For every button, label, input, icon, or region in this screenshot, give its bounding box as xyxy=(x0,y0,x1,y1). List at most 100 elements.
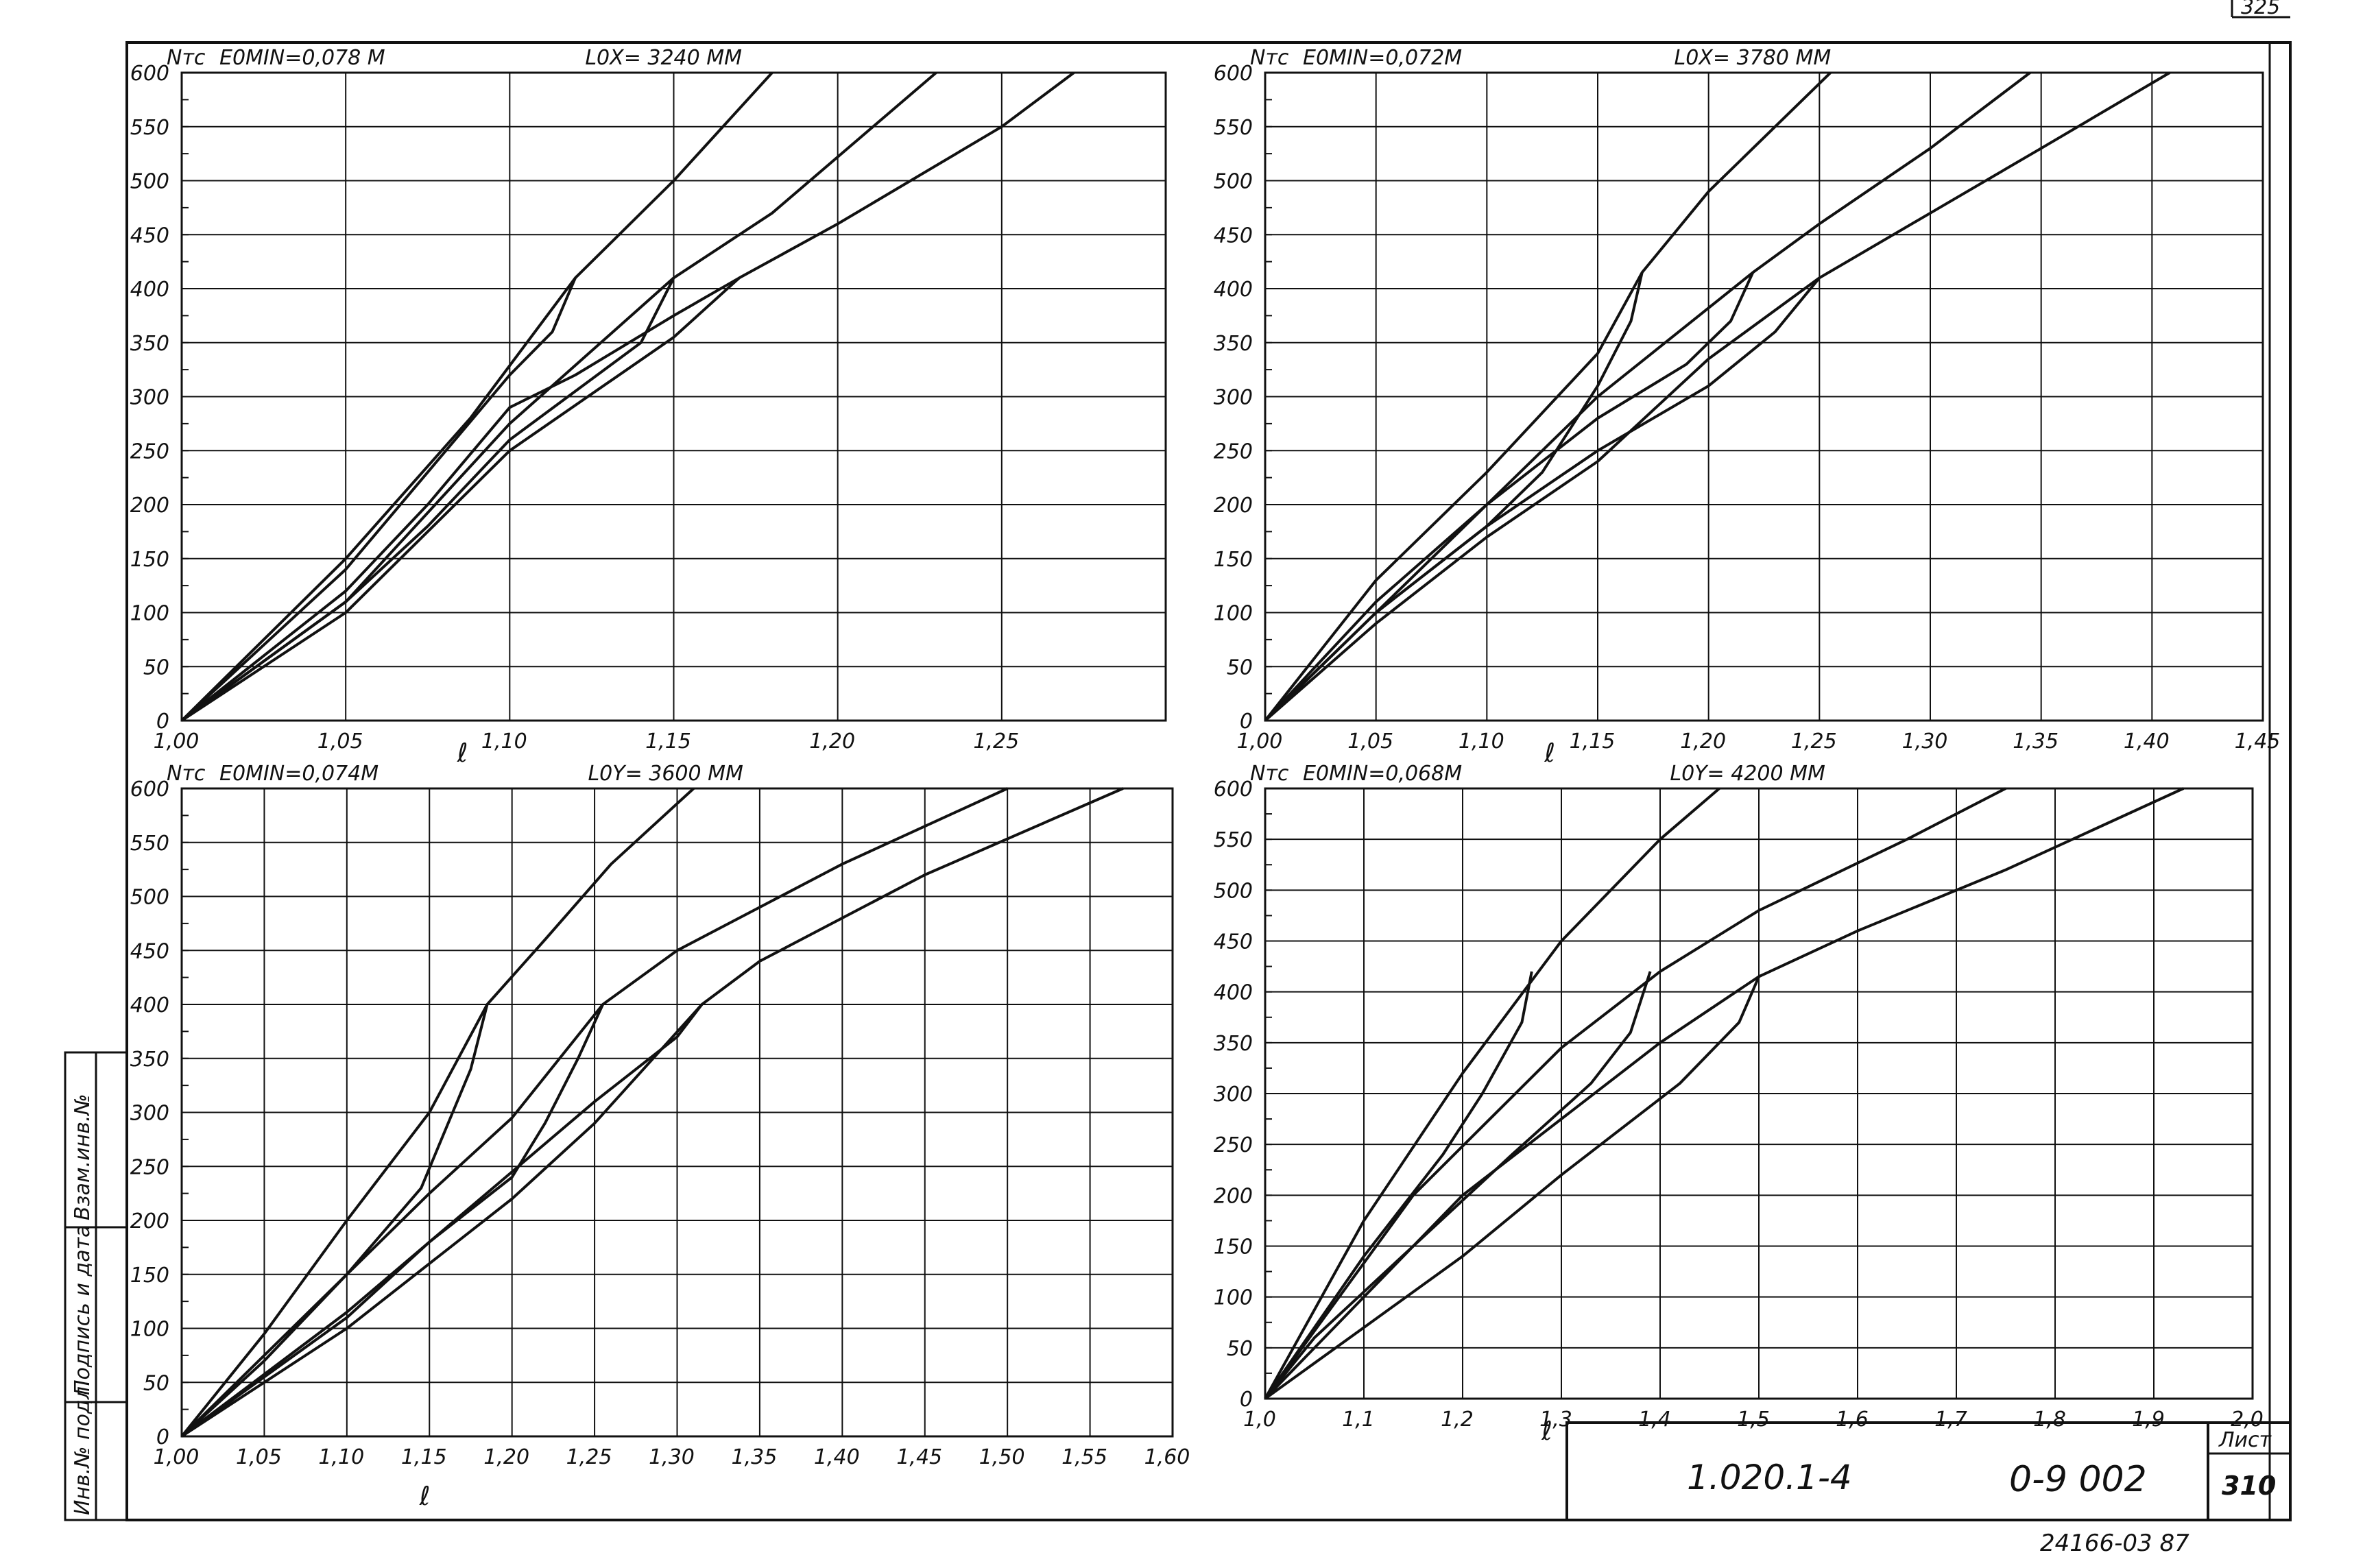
eccentricity-annotation: E0MIN=0,078 M xyxy=(219,46,385,70)
y-tick-label: 50 xyxy=(143,1371,169,1395)
curve-series xyxy=(1264,272,1644,722)
curve-series xyxy=(180,1004,604,1438)
y-tick-label: 300 xyxy=(130,1102,169,1126)
curve-series xyxy=(180,787,695,1438)
curve-series xyxy=(180,71,773,722)
y-tick-label: 200 xyxy=(1214,1184,1253,1208)
x-tick-label: 1,5 xyxy=(1737,1408,1770,1432)
y-tick-label: 200 xyxy=(130,1209,169,1233)
y-tick-label: 550 xyxy=(130,116,169,140)
y-tick-label: 250 xyxy=(1214,439,1253,463)
eccentricity-annotation: E0MIN=0,068M xyxy=(1303,762,1462,786)
y-tick-label: 150 xyxy=(1214,548,1253,572)
effective-length-annotation: L0X= 3780 MM xyxy=(1675,46,1832,70)
title-block: 1.020.1-4 0-9 002 Лист 310 xyxy=(1565,1421,2292,1521)
curve-series xyxy=(180,277,675,722)
curve-series xyxy=(1264,71,2171,722)
x-tick-label: 1,50 xyxy=(979,1445,1025,1469)
y-tick-label: 150 xyxy=(1214,1235,1253,1259)
x-tick-label: 1,00 xyxy=(154,1445,200,1469)
sheet-frame xyxy=(125,41,2292,1521)
chart-panel-bottom-left: 0 50 100 150 200 250 300 350 400 450 500 550 600 1,00… xyxy=(130,762,1190,1511)
y-tick-label: 50 xyxy=(1227,1337,1253,1361)
y-tick-label: 0 xyxy=(156,1425,169,1449)
x-tick-label: 1,00 xyxy=(154,729,200,753)
y-tick-label: 300 xyxy=(130,386,169,410)
curve-series xyxy=(1264,971,1533,1400)
x-axis-label: ℓ xyxy=(1541,1416,1552,1446)
y-tick-label: 100 xyxy=(1214,602,1253,626)
y-tick-label: 450 xyxy=(130,939,169,963)
margin-label-signature: Подпись и дата xyxy=(71,1225,95,1396)
x-axis-label: ℓ xyxy=(1544,738,1555,768)
archive-number: 24166-03 87 xyxy=(2040,1530,2189,1557)
x-tick-label: 1,2 xyxy=(1441,1408,1474,1432)
y-axis-label: Nтс xyxy=(167,46,206,70)
x-tick-label: 1,30 xyxy=(1902,729,1948,753)
effective-length-annotation: L0Y= 4200 MM xyxy=(1670,762,1825,786)
y-tick-label: 550 xyxy=(130,832,169,856)
y-tick-label: 600 xyxy=(1214,62,1253,86)
y-tick-label: 300 xyxy=(1214,386,1253,410)
y-axis-label: Nтс xyxy=(1250,46,1289,70)
margin-stamp: Инв.№ подл. Подпись и дата Взам.инв.№ xyxy=(64,1051,128,1521)
curve-series xyxy=(180,787,1124,1438)
x-tick-label: 1,8 xyxy=(2033,1408,2066,1432)
x-tick-label: 1,10 xyxy=(481,729,527,753)
x-tick-label: 1,45 xyxy=(896,1445,942,1469)
x-tick-label: 2,0 xyxy=(2231,1408,2264,1432)
curve-series xyxy=(1264,272,1755,722)
y-tick-label: 150 xyxy=(130,548,169,572)
y-tick-label: 450 xyxy=(1214,224,1253,248)
series-code: 0-9 002 xyxy=(2009,1459,2147,1500)
margin-label-inv: Инв.№ подл. xyxy=(71,1380,95,1515)
y-tick-label: 100 xyxy=(130,602,169,626)
y-tick-label: 200 xyxy=(130,494,169,518)
curve-series xyxy=(180,277,577,722)
x-tick-label: 1,1 xyxy=(1342,1408,1375,1432)
curve-series xyxy=(1264,787,1720,1399)
x-tick-label: 1,55 xyxy=(1061,1445,1107,1469)
x-tick-label: 1,15 xyxy=(645,729,691,753)
y-tick-label: 350 xyxy=(130,332,169,356)
y-axis-label: Nтс xyxy=(167,762,206,786)
y-tick-label: 500 xyxy=(130,886,169,910)
x-tick-label: 1,35 xyxy=(732,1445,778,1469)
x-tick-label: 1,05 xyxy=(1347,729,1393,753)
curve-series xyxy=(180,787,1009,1438)
document-code: 1.020.1-4 xyxy=(1687,1458,1852,1497)
effective-length-annotation: L0X= 3240 MM xyxy=(585,46,742,70)
y-tick-label: 450 xyxy=(1214,930,1253,954)
y-tick-label: 550 xyxy=(1214,116,1253,140)
curve-series xyxy=(180,1003,704,1438)
y-tick-label: 550 xyxy=(1214,828,1253,852)
x-tick-label: 1,9 xyxy=(2132,1408,2165,1432)
x-tick-label: 1,40 xyxy=(814,1445,860,1469)
x-tick-label: 1,10 xyxy=(1459,729,1504,753)
y-tick-label: 100 xyxy=(1214,1286,1253,1310)
y-tick-label: 400 xyxy=(1214,981,1253,1005)
y-tick-label: 400 xyxy=(1214,278,1253,302)
y-tick-label: 350 xyxy=(1214,332,1253,356)
y-tick-label: 50 xyxy=(143,655,169,679)
y-tick-label: 0 xyxy=(1240,710,1253,734)
y-tick-label: 350 xyxy=(1214,1032,1253,1056)
sheet-number: 310 xyxy=(2222,1471,2276,1501)
curve-series xyxy=(1264,71,2031,722)
margin-label-replace: Взам.инв.№ xyxy=(71,1094,95,1220)
x-tick-label: 1,10 xyxy=(318,1445,364,1469)
y-tick-label: 500 xyxy=(1214,879,1253,903)
x-tick-label: 1,05 xyxy=(236,1445,282,1469)
y-tick-label: 250 xyxy=(1214,1133,1253,1157)
y-tick-label: 600 xyxy=(130,777,169,801)
x-tick-label: 1,4 xyxy=(1638,1408,1671,1432)
curve-series xyxy=(1264,277,1821,722)
y-tick-label: 250 xyxy=(130,1155,169,1179)
x-tick-label: 1,20 xyxy=(483,1445,529,1469)
x-tick-label: 1,15 xyxy=(401,1445,447,1469)
chart-panel-top-left: 0 50 100 150 200 250 300 350 400 450 500 550 600 1,00… xyxy=(130,46,1167,768)
y-tick-label: 500 xyxy=(1214,170,1253,194)
curve-series xyxy=(1264,71,1832,722)
x-tick-label: 1,25 xyxy=(1791,729,1837,753)
